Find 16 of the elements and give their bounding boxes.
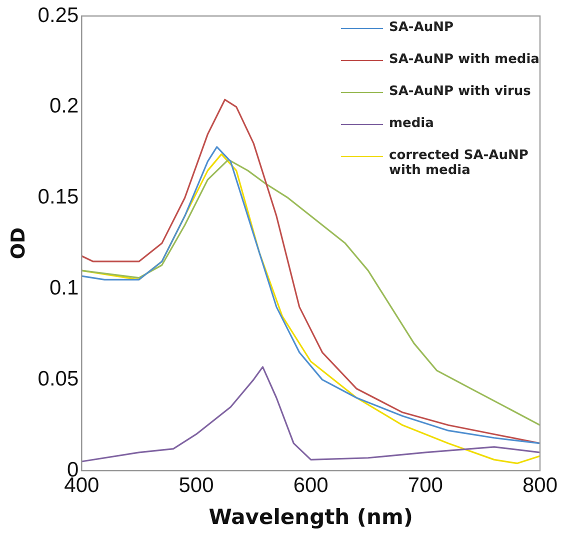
y-tick-label: 0.1 xyxy=(49,276,79,300)
y-tick-label: 0.15 xyxy=(38,186,79,209)
legend-label: media xyxy=(389,116,434,131)
x-tick-label: 500 xyxy=(178,474,214,497)
legend-label: corrected SA-AuNP with media xyxy=(389,148,530,178)
x-tick-label: 600 xyxy=(293,474,328,497)
legend-label: SA-AuNP with virus xyxy=(389,84,531,99)
y-tick-label: 0.2 xyxy=(49,94,79,118)
y-tick-label: 0.05 xyxy=(38,367,79,390)
legend-label: SA-AuNP xyxy=(389,20,454,35)
x-axis-title: Wavelength (nm) xyxy=(208,504,413,529)
x-tick-label: 700 xyxy=(408,474,443,497)
y-tick-label: 0.25 xyxy=(38,4,79,27)
x-tick-label: 800 xyxy=(522,474,558,497)
legend-label: SA-AuNP with media xyxy=(389,52,540,67)
y-axis-title: OD xyxy=(7,227,30,260)
